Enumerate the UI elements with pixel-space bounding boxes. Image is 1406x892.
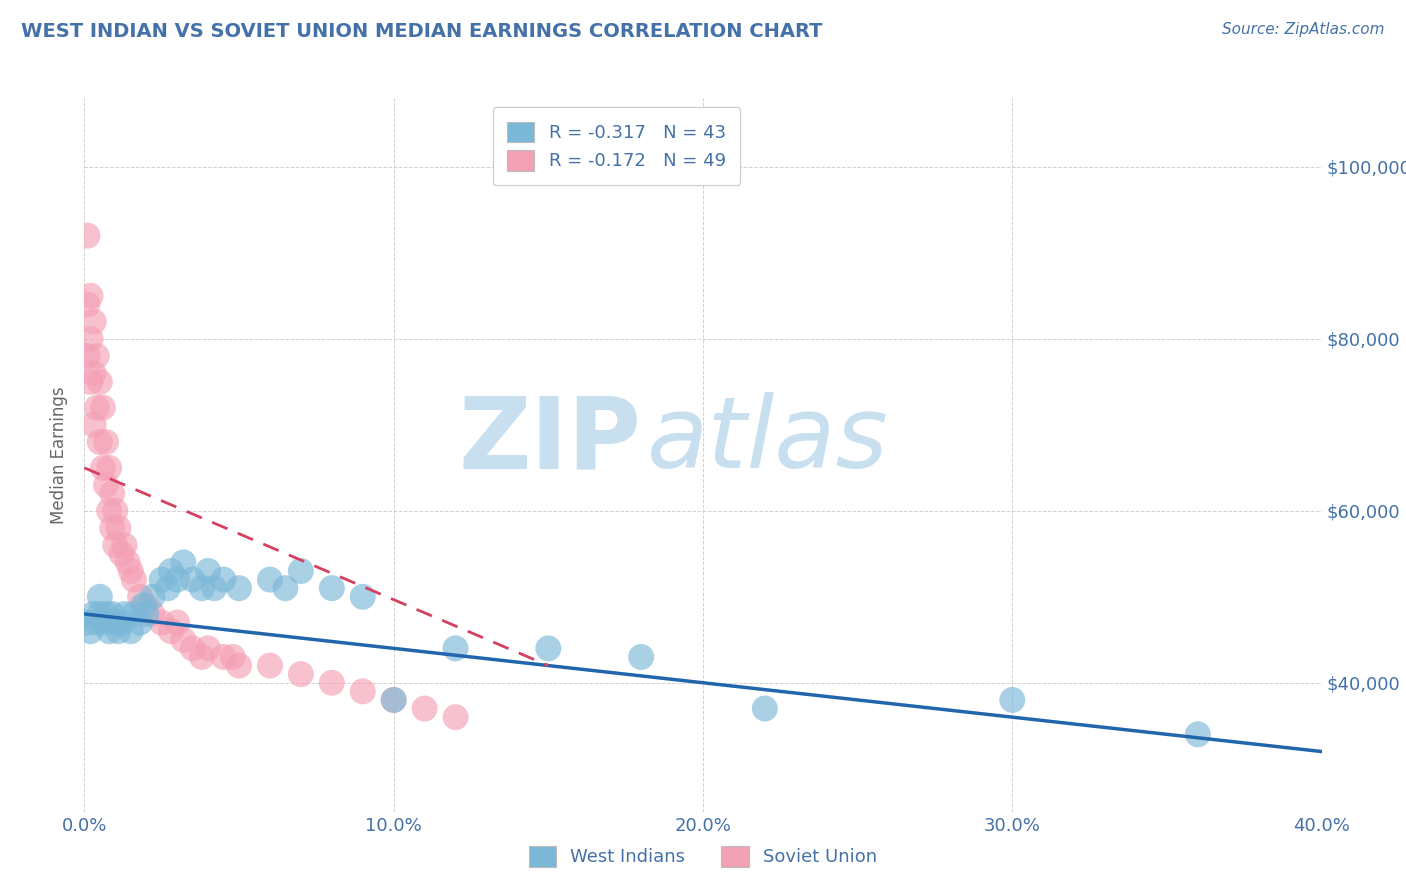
Point [172,632,194,647]
Point [129,590,152,604]
Point [114,538,136,552]
Point [110,547,132,561]
Point [197,641,219,656]
Point [382,693,405,707]
Point [79,332,101,346]
Point [91,615,114,630]
Point [83,366,105,380]
Point [290,564,312,578]
Point [104,504,127,518]
Point [352,590,374,604]
Point [228,658,250,673]
Point [274,581,297,595]
Point [89,607,111,621]
Point [228,581,250,595]
Point [98,624,121,639]
Point [141,590,163,604]
Point [321,581,343,595]
Text: WEST INDIAN VS SOVIET UNION MEDIAN EARNINGS CORRELATION CHART: WEST INDIAN VS SOVIET UNION MEDIAN EARNI… [21,22,823,41]
Text: atlas: atlas [647,392,889,489]
Point [150,573,173,587]
Point [94,478,117,492]
Point [537,641,560,656]
Point [104,615,127,630]
Point [1001,693,1024,707]
Point [76,228,98,243]
Point [83,417,105,432]
Point [91,401,114,415]
Point [172,555,194,569]
Point [120,564,142,578]
Point [89,435,111,450]
Point [191,581,214,595]
Point [86,401,108,415]
Point [86,349,108,363]
Point [212,573,235,587]
Point [222,650,245,665]
Point [83,607,105,621]
Text: ZIP: ZIP [458,392,641,489]
Point [150,615,173,630]
Point [141,607,163,621]
Point [76,297,98,311]
Point [754,701,776,715]
Point [110,615,132,630]
Point [89,590,111,604]
Point [321,675,343,690]
Point [86,615,108,630]
Point [101,486,124,500]
Point [94,607,117,621]
Point [166,573,188,587]
Point [94,435,117,450]
Point [259,658,281,673]
Point [181,573,204,587]
Point [630,650,652,665]
Point [156,581,179,595]
Point [122,607,145,621]
Point [259,573,281,587]
Point [352,684,374,698]
Y-axis label: Median Earnings: Median Earnings [51,386,69,524]
Point [160,624,183,639]
Point [129,615,152,630]
Point [107,521,129,535]
Point [79,624,101,639]
Point [98,504,121,518]
Point [79,375,101,389]
Point [101,607,124,621]
Point [117,555,139,569]
Point [107,624,129,639]
Point [166,615,188,630]
Text: Source: ZipAtlas.com: Source: ZipAtlas.com [1222,22,1385,37]
Point [202,581,225,595]
Point [83,315,105,329]
Point [413,701,436,715]
Point [444,710,467,724]
Point [290,667,312,681]
Point [197,564,219,578]
Point [181,641,204,656]
Point [79,289,101,303]
Point [212,650,235,665]
Point [104,538,127,552]
Point [114,607,136,621]
Point [135,599,157,613]
Point [160,564,183,578]
Point [76,349,98,363]
Point [76,615,98,630]
Point [98,460,121,475]
Legend: R = -0.317   N = 43, R = -0.172   N = 49: R = -0.317 N = 43, R = -0.172 N = 49 [492,107,740,185]
Point [444,641,467,656]
Point [382,693,405,707]
Point [91,460,114,475]
Point [132,599,155,613]
Legend: West Indians, Soviet Union: West Indians, Soviet Union [522,838,884,874]
Point [135,607,157,621]
Point [101,521,124,535]
Point [89,375,111,389]
Point [120,624,142,639]
Point [191,650,214,665]
Point [122,573,145,587]
Point [1187,727,1209,741]
